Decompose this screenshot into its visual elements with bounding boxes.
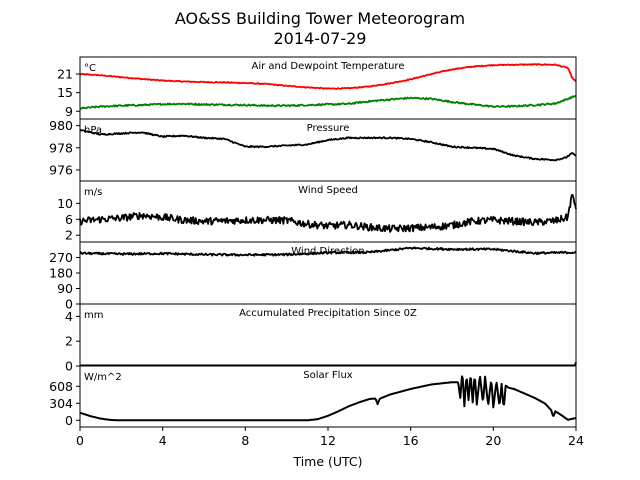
wspd-ytick-label: 2 [65, 228, 73, 243]
precip-unit-label: mm [84, 310, 103, 321]
wspd-ytick-label: 10 [57, 196, 73, 211]
figure-date: 2014-07-29 [274, 29, 367, 48]
wspd-panel-title: Wind Speed [298, 185, 358, 196]
panel-solar: 0 304 608 W/m^2 Solar Flux [49, 365, 577, 428]
wdir-series-line-0 [79, 246, 577, 257]
precip-panel-title: Accumulated Precipitation Since 0Z [239, 308, 417, 319]
figure-title: AO&SS Building Tower Meteorogram [175, 9, 465, 28]
x-tick-label: 16 [403, 433, 419, 448]
precip-ytick-label: 2 [65, 334, 73, 349]
x-tick-label: 4 [159, 433, 167, 448]
wspd-series-line-0 [79, 193, 577, 233]
solar-ytick-label: 0 [65, 413, 73, 428]
pres-series-line-0 [79, 128, 577, 162]
solar-ytick-label: 304 [49, 396, 73, 411]
temp-panel-title: Air and Dewpoint Temperature [252, 61, 405, 72]
temp-series-line-1 [79, 95, 577, 110]
x-axis-label: Time (UTC) [292, 454, 362, 469]
wspd-ytick-label: 6 [65, 212, 73, 227]
temp-ytick-label: 9 [65, 104, 73, 119]
solar-panel-title: Solar Flux [303, 370, 353, 381]
panel-temp: 9 15 21 °C Air and Dewpoint Temperature [57, 56, 577, 120]
pres-ytick-label: 976 [49, 162, 73, 177]
panel-pres: 976 978 980 hPa Pressure [49, 118, 577, 182]
wdir-panel-title: Wind Direction [291, 246, 365, 257]
panel-precip: 0 2 4 mm Accumulated Precipitation Since 0Z [65, 303, 577, 374]
solar-series-line-0 [79, 375, 577, 422]
temp-series-line-0 [79, 63, 577, 90]
solar-unit-label: W/m^2 [84, 372, 122, 383]
solar-ytick-label: 608 [49, 379, 73, 394]
pres-panel-title: Pressure [307, 123, 350, 134]
x-tick-label: 8 [241, 433, 249, 448]
wdir-ytick-label: 180 [49, 266, 73, 281]
temp-ytick-label: 15 [57, 85, 73, 100]
pres-unit-label: hPa [84, 125, 102, 136]
wspd-unit-label: m/s [84, 187, 102, 198]
temp-ytick-label: 21 [57, 67, 73, 82]
x-tick-label: 0 [76, 433, 84, 448]
wdir-ytick-label: 90 [57, 281, 73, 296]
precip-ytick-label: 0 [65, 359, 73, 374]
pres-ytick-label: 978 [49, 140, 73, 155]
temp-unit-label: °C [84, 63, 96, 74]
wdir-ytick-label: 0 [65, 297, 73, 312]
x-tick-label: 12 [320, 433, 336, 448]
x-axis: 0 4 8 12 16 20 24 [76, 427, 584, 448]
precip-ytick-label: 4 [65, 309, 73, 324]
wdir-ytick-label: 270 [49, 250, 73, 265]
pres-ytick-label: 980 [49, 118, 73, 133]
x-tick-label: 20 [485, 433, 501, 448]
x-tick-label: 24 [568, 433, 584, 448]
precip-series-line-0 [79, 361, 577, 367]
